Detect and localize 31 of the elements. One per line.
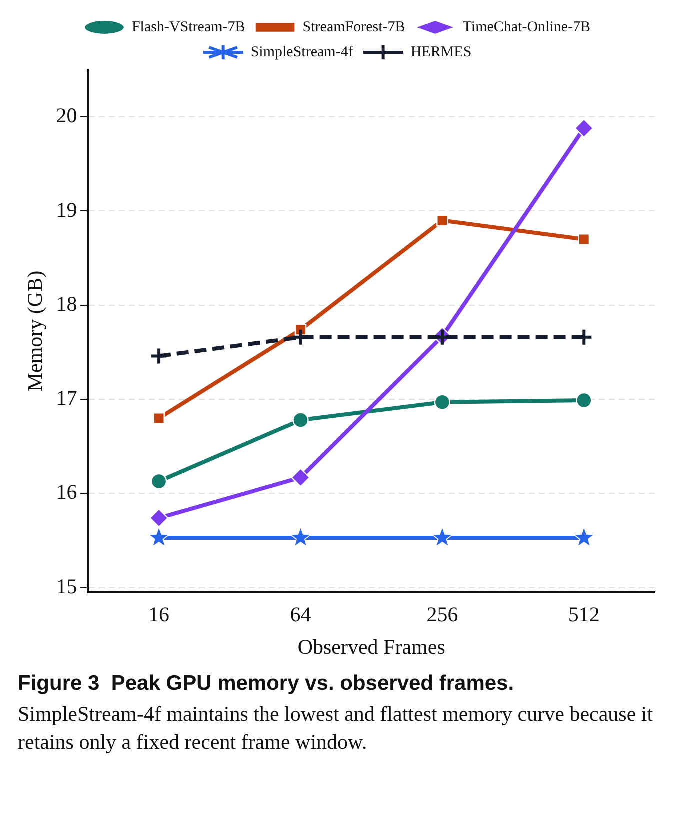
x-axis-title: Observed Frames: [298, 634, 446, 659]
point: [150, 347, 168, 366]
point: [576, 392, 592, 409]
point: [574, 118, 594, 138]
x-tick-label: 16: [148, 602, 170, 627]
point: [148, 526, 170, 548]
legend-label: HERMES: [410, 44, 472, 60]
point: [292, 412, 309, 428]
y-axis-title: Memory (GB): [23, 270, 48, 392]
y-tick-label: 20: [56, 104, 78, 128]
y-tick-label: 16: [56, 480, 78, 504]
point: [150, 473, 168, 490]
y-tick-label: 19: [56, 198, 78, 222]
point: [436, 214, 448, 227]
y-tick-label: 17: [56, 386, 78, 410]
legend-label: SimpleStream-4f: [250, 44, 354, 60]
x-tick-label: 512: [568, 602, 600, 627]
point: [149, 508, 169, 528]
point: [578, 234, 590, 246]
text: SimpleStream-4f maintains the lowest and flattest memory curve because it retains only a fixed recent frame window.: [18, 701, 654, 756]
legend-label: StreamForest-7B: [302, 19, 406, 36]
point: [153, 412, 165, 424]
y-tick-label: 15: [56, 574, 78, 598]
point: [434, 394, 451, 410]
y-tick-label: 18: [56, 292, 78, 316]
x-tick-label: 256: [426, 602, 458, 627]
text: Figure 3 Peak GPU memory vs. observed frames.: [18, 672, 516, 696]
x-tick-label: 64: [290, 602, 312, 627]
legend-label: TimeChat-Online-7B: [462, 19, 591, 36]
legend-label: Flash-VStream-7B: [132, 19, 246, 36]
point: [291, 468, 310, 488]
